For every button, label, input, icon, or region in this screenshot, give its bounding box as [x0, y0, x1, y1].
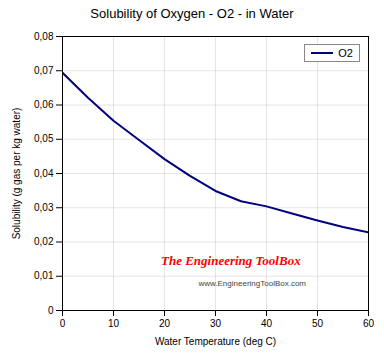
svg-text:The Engineering ToolBox: The Engineering ToolBox [161, 253, 301, 268]
svg-text:30: 30 [210, 318, 222, 329]
svg-text:0,07: 0,07 [34, 65, 54, 76]
svg-text:0: 0 [48, 305, 54, 316]
svg-text:0,03: 0,03 [34, 202, 54, 213]
svg-text:0,08: 0,08 [34, 31, 54, 42]
svg-text:Water Temperature (deg C): Water Temperature (deg C) [155, 336, 276, 347]
svg-text:0,04: 0,04 [34, 168, 54, 179]
svg-text:40: 40 [261, 318, 273, 329]
svg-text:0,06: 0,06 [34, 99, 54, 110]
svg-text:www.EngineeringToolBox.com: www.EngineeringToolBox.com [197, 279, 306, 288]
svg-text:0: 0 [60, 318, 66, 329]
svg-text:50: 50 [312, 318, 324, 329]
svg-text:0,01: 0,01 [34, 270, 54, 281]
svg-text:20: 20 [159, 318, 171, 329]
svg-text:0,05: 0,05 [34, 133, 54, 144]
html-text:Solubility of Oxygen - O2 - in: Solubility of Oxygen - O2 - in Water [90, 6, 294, 21]
svg-text:60: 60 [363, 318, 375, 329]
svg-text:0,02: 0,02 [34, 236, 54, 247]
svg-text:Solubility (g gas per kg water: Solubility (g gas per kg water) [11, 108, 22, 240]
svg-text:10: 10 [108, 318, 120, 329]
html-text:O2: O2 [338, 47, 353, 59]
